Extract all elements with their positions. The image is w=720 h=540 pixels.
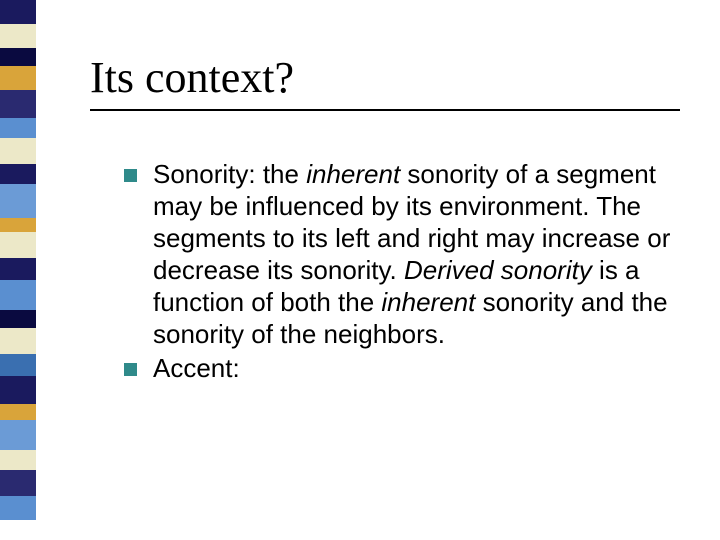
decorative-sidebar <box>0 0 36 540</box>
slide-title: Its context? <box>90 52 680 111</box>
bullet-list: Sonority: the inherent sonority of a seg… <box>124 159 680 385</box>
sidebar-stripe <box>0 450 36 470</box>
sidebar-stripe <box>0 404 36 420</box>
sidebar-stripe <box>0 184 36 218</box>
bullet-text: Accent: <box>153 353 240 385</box>
sidebar-stripe <box>0 354 36 376</box>
sidebar-stripe <box>0 420 36 450</box>
bullet-item: Sonority: the inherent sonority of a seg… <box>124 159 680 351</box>
sidebar-stripe <box>0 164 36 184</box>
sidebar-stripe <box>0 138 36 164</box>
sidebar-stripe <box>0 280 36 310</box>
sidebar-stripe <box>0 66 36 90</box>
bullet-text: Sonority: the inherent sonority of a seg… <box>153 159 680 351</box>
square-bullet-icon <box>124 363 137 376</box>
sidebar-stripe <box>0 90 36 118</box>
sidebar-stripe <box>0 328 36 354</box>
sidebar-stripe <box>0 24 36 48</box>
sidebar-stripe <box>0 496 36 520</box>
sidebar-stripe <box>0 0 36 24</box>
bullet-item: Accent: <box>124 353 680 385</box>
square-bullet-icon <box>124 169 137 182</box>
sidebar-stripe <box>0 310 36 328</box>
sidebar-stripe <box>0 118 36 138</box>
sidebar-stripe <box>0 232 36 258</box>
sidebar-stripe <box>0 218 36 232</box>
sidebar-stripe <box>0 376 36 404</box>
slide-content: Its context? Sonority: the inherent sono… <box>90 52 680 387</box>
sidebar-stripe <box>0 258 36 280</box>
sidebar-stripe <box>0 48 36 66</box>
sidebar-stripe <box>0 470 36 496</box>
